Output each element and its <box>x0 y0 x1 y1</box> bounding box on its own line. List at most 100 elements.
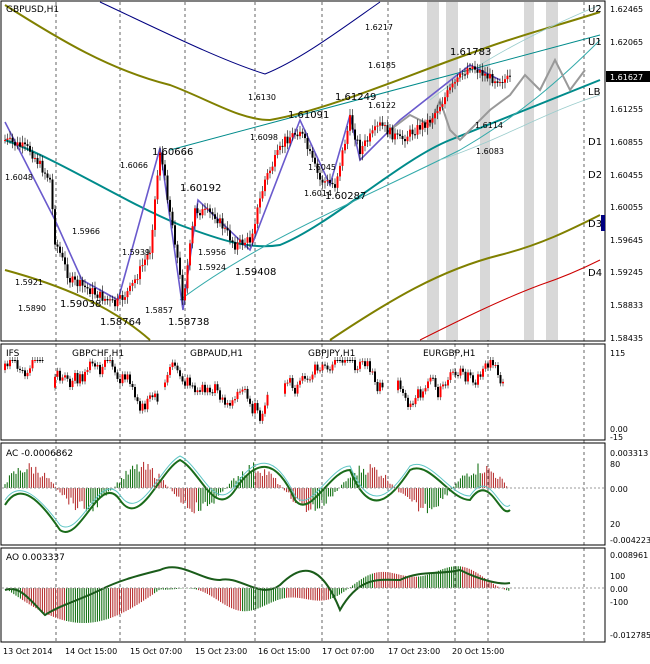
ifs-body <box>289 378 291 383</box>
ifs-body <box>492 360 494 366</box>
ifs-body <box>246 388 249 399</box>
channel-bottom <box>179 39 601 301</box>
ifs-body <box>412 403 414 405</box>
ifs-body <box>254 403 256 414</box>
ao-histogram <box>6 566 510 623</box>
candle-body <box>451 83 454 88</box>
candle-body <box>474 66 476 70</box>
svg-text:U2: U2 <box>588 4 602 15</box>
ifs-body <box>156 393 159 402</box>
ifs-body <box>231 400 234 406</box>
main-pane[interactable] <box>0 0 606 342</box>
fan-line-2 <box>439 94 601 161</box>
candle-body <box>509 75 511 77</box>
candle-body <box>211 212 214 215</box>
ifs-body <box>294 387 296 394</box>
ifs-body <box>219 390 221 400</box>
ifs-body <box>379 382 381 392</box>
svg-text:1.62465: 1.62465 <box>610 5 643 14</box>
ifs-body <box>339 360 341 361</box>
ifs-body <box>71 380 74 388</box>
candle-body <box>486 73 489 79</box>
candle-body <box>161 152 164 165</box>
svg-text:1.59245: 1.59245 <box>610 268 643 277</box>
svg-text:-100: -100 <box>610 598 628 607</box>
ifs-body <box>354 360 356 371</box>
ifs-body <box>164 382 166 388</box>
candle-body <box>331 182 334 185</box>
svg-text:1.61091: 1.61091 <box>288 110 329 121</box>
svg-text:1.59408: 1.59408 <box>235 267 276 278</box>
ifs-body <box>96 364 99 367</box>
candle-body <box>369 133 371 142</box>
ifs-body <box>151 395 154 398</box>
ifs-body <box>119 378 121 384</box>
candle-body <box>376 125 379 127</box>
candle-body <box>14 142 16 146</box>
svg-text:1.6014: 1.6014 <box>304 189 332 198</box>
ifs-body <box>369 361 371 372</box>
ifs-body <box>427 381 429 389</box>
ifs-body <box>447 379 449 386</box>
candle-body <box>476 69 479 73</box>
candle-body <box>384 125 386 127</box>
candle-body <box>269 170 271 174</box>
candle-body <box>426 119 429 128</box>
ao-pane[interactable] <box>0 547 606 643</box>
ifs-body <box>477 374 479 385</box>
candle-body <box>21 142 24 147</box>
svg-text:1.58833: 1.58833 <box>610 301 643 310</box>
candle-body <box>424 122 426 128</box>
ifs-body <box>464 371 467 382</box>
ifs-body <box>91 361 94 364</box>
svg-text:115: 115 <box>610 349 625 358</box>
ifs-body <box>94 363 96 367</box>
candle-body <box>406 136 409 142</box>
ifs-body <box>19 368 21 371</box>
ifs-body <box>141 403 144 411</box>
svg-text:D2: D2 <box>588 170 602 181</box>
candle-body <box>349 115 351 131</box>
ifs-body <box>482 368 484 377</box>
ifs-body <box>154 393 156 398</box>
ifs-body <box>109 360 111 361</box>
ifs-pane[interactable] <box>0 343 606 441</box>
candle-body <box>204 208 206 210</box>
candle-body <box>374 126 376 131</box>
candle-body <box>144 259 146 265</box>
candle-body <box>159 152 161 176</box>
ifs-body <box>234 399 236 401</box>
ifs-body <box>221 397 224 400</box>
candle-body <box>66 264 69 279</box>
candle-body <box>246 237 249 243</box>
candle-body <box>106 298 109 301</box>
ifs-body <box>194 385 196 393</box>
candle-body <box>504 79 506 83</box>
candle-body <box>224 227 226 229</box>
ifs-body <box>211 392 214 394</box>
svg-text:14 Oct 15:00: 14 Oct 15:00 <box>65 647 117 656</box>
ifs-body <box>81 374 84 382</box>
ifs-body <box>239 391 241 393</box>
ifs-body <box>21 370 24 372</box>
ac-pane[interactable] <box>0 442 606 546</box>
ifs-body <box>229 402 231 406</box>
scroll-marker[interactable] <box>601 215 605 231</box>
candle-body <box>431 118 434 123</box>
ifs-body <box>224 397 226 405</box>
candle-body <box>139 266 141 280</box>
candle-body <box>61 252 64 258</box>
ifs-body <box>324 364 326 366</box>
ifs-pair-3: GBPJPY,H1 <box>308 349 355 359</box>
candle-body <box>329 180 331 183</box>
ifs-body <box>111 360 114 367</box>
svg-text:1.6130: 1.6130 <box>248 93 276 102</box>
ifs-body <box>136 397 139 402</box>
candle-body <box>351 115 354 130</box>
lower-envelope-right <box>329 214 601 341</box>
candle-body <box>4 139 6 141</box>
svg-text:1.6045: 1.6045 <box>308 163 336 172</box>
candle-body <box>454 82 456 84</box>
